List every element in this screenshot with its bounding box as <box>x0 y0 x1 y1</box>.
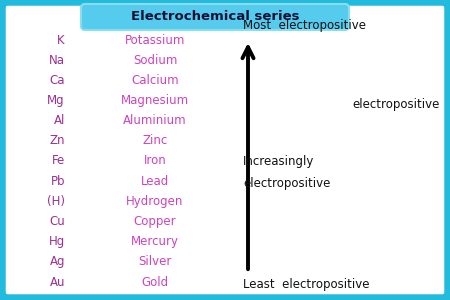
Text: Copper: Copper <box>134 215 176 228</box>
Text: electropositive: electropositive <box>353 98 440 112</box>
Text: Aluminium: Aluminium <box>123 114 187 127</box>
FancyBboxPatch shape <box>81 4 349 30</box>
Text: Cu: Cu <box>49 215 65 228</box>
Text: Gold: Gold <box>141 275 169 289</box>
Text: Lead: Lead <box>141 175 169 188</box>
Text: Electrochemical series: Electrochemical series <box>131 11 299 23</box>
Text: K: K <box>58 34 65 46</box>
Text: Mercury: Mercury <box>131 235 179 248</box>
Text: Na: Na <box>49 54 65 67</box>
Text: Hydrogen: Hydrogen <box>126 195 184 208</box>
Text: Ca: Ca <box>50 74 65 87</box>
Text: Calcium: Calcium <box>131 74 179 87</box>
Text: Least  electropositive: Least electropositive <box>243 278 369 291</box>
Text: Hg: Hg <box>49 235 65 248</box>
Text: Ag: Ag <box>50 255 65 268</box>
Text: Increasingly: Increasingly <box>243 154 315 168</box>
Text: Mg: Mg <box>47 94 65 107</box>
Text: Au: Au <box>50 275 65 289</box>
Text: Sodium: Sodium <box>133 54 177 67</box>
Text: Silver: Silver <box>138 255 172 268</box>
Text: Most  electropositive: Most electropositive <box>243 19 366 32</box>
Text: Pb: Pb <box>50 175 65 188</box>
Text: Zn: Zn <box>50 134 65 147</box>
Text: Fe: Fe <box>52 154 65 167</box>
Text: Iron: Iron <box>144 154 166 167</box>
Text: (H): (H) <box>47 195 65 208</box>
Text: Potassium: Potassium <box>125 34 185 46</box>
Text: electropositive: electropositive <box>243 177 330 190</box>
Text: Zinc: Zinc <box>142 134 167 147</box>
FancyBboxPatch shape <box>4 4 446 296</box>
Text: Magnesium: Magnesium <box>121 94 189 107</box>
Text: Al: Al <box>54 114 65 127</box>
